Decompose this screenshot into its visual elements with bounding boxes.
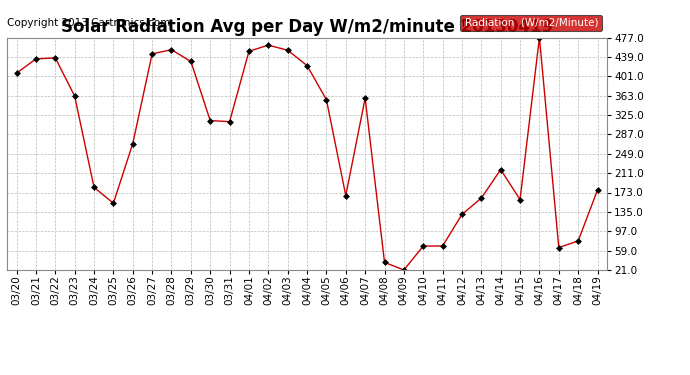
Legend: Radiation  (W/m2/Minute): Radiation (W/m2/Minute) [460,15,602,31]
Text: Copyright 2013 Cartronics.com: Copyright 2013 Cartronics.com [7,18,170,28]
Title: Solar Radiation Avg per Day W/m2/minute 20130419: Solar Radiation Avg per Day W/m2/minute … [61,18,553,36]
